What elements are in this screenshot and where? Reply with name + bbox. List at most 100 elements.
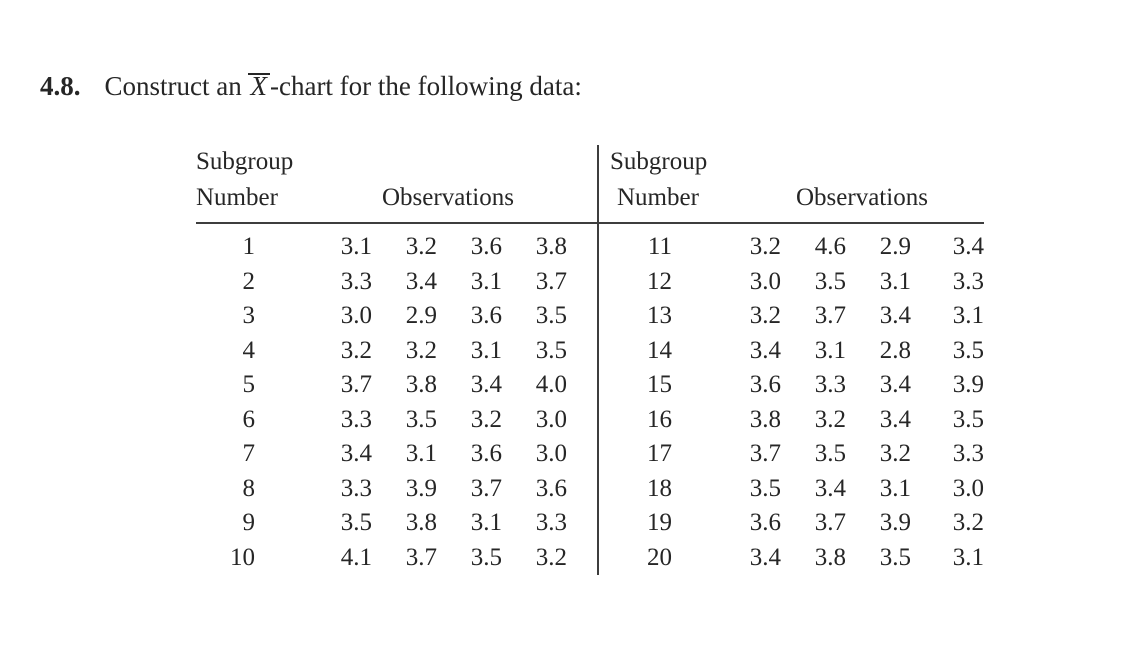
observation-cell: 3.4	[879, 302, 911, 329]
table-row: 13 3.2 3.7 3.4 3.1	[599, 299, 984, 334]
observation-cell: 3.2	[749, 302, 781, 329]
observation-cell: 3.5	[749, 474, 781, 502]
table-row: 3 3.0 2.9 3.6 3.5	[196, 299, 597, 334]
table-row: 1 3.1 3.2 3.6 3.8	[196, 230, 597, 265]
observation-cell: 3.4	[470, 371, 502, 398]
table-row: 9 3.5 3.8 3.1 3.3	[196, 506, 597, 541]
observation-cell: 3.2	[470, 405, 502, 433]
subgroup-number-cell: 17	[647, 440, 672, 467]
observation-cell: 3.6	[535, 474, 567, 502]
observation-cell: 3.3	[952, 440, 984, 467]
subgroup-number-cell: 1	[242, 233, 256, 260]
observation-cell: 3.6	[470, 302, 502, 329]
header-number-label: Number	[617, 184, 699, 211]
observation-cell: 4.1	[340, 543, 372, 571]
observation-cell: 3.5	[879, 543, 911, 571]
observation-cell: 3.2	[814, 405, 846, 433]
observation-cell: 2.9	[405, 302, 437, 329]
observation-cell: 3.1	[470, 509, 502, 536]
observation-cell: 3.6	[749, 509, 781, 536]
header-observations-label: Observations	[796, 184, 928, 211]
observation-cell: 2.8	[879, 336, 911, 364]
subgroup-number-cell: 6	[242, 405, 256, 433]
observation-cell: 3.7	[470, 474, 502, 502]
observation-cell: 3.1	[952, 543, 984, 571]
table-row: 15 3.6 3.3 3.4 3.9	[599, 368, 984, 403]
observation-cell: 3.0	[535, 405, 567, 433]
observation-cell: 3.9	[879, 509, 911, 536]
observation-cell: 3.5	[405, 405, 437, 433]
observation-cell: 3.5	[535, 302, 567, 329]
observation-cell: 3.1	[952, 302, 984, 329]
table-row: 6 3.3 3.5 3.2 3.0	[196, 403, 597, 438]
table-right-body: 11 3.2 4.6 2.9 3.4 12 3.0 3.5 3.1 3.3 13 3.2 3.7 3.4 3…	[599, 224, 984, 575]
observation-cell: 3.0	[535, 440, 567, 467]
observation-cell: 3.2	[405, 336, 437, 364]
observation-cell: 3.6	[470, 233, 502, 260]
subgroup-number-cell: 3	[242, 302, 256, 329]
subgroup-number-cell: 13	[647, 302, 672, 329]
observation-cell: 3.9	[405, 474, 437, 502]
table-left-half: Subgroup Number Observations 1 3.1 3.2 3.6 3…	[196, 145, 599, 575]
header-observations-label: Observations	[382, 184, 514, 211]
subgroup-number-cell: 8	[242, 474, 256, 502]
observation-cell: 3.4	[749, 336, 781, 364]
subgroup-number-cell: 19	[647, 509, 672, 536]
observation-cell: 3.2	[340, 336, 372, 364]
observation-cell: 2.9	[879, 233, 911, 260]
table-row: 5 3.7 3.8 3.4 4.0	[196, 368, 597, 403]
observation-cell: 3.1	[814, 336, 846, 364]
observation-cell: 3.8	[814, 543, 846, 571]
observation-cell: 3.2	[405, 233, 437, 260]
header-subgroup-label: Subgroup	[196, 148, 294, 175]
table-row: 8 3.3 3.9 3.7 3.6	[196, 472, 597, 507]
observation-cell: 3.3	[814, 371, 846, 398]
subgroup-number-cell: 11	[647, 233, 672, 260]
table-row: 17 3.7 3.5 3.2 3.3	[599, 437, 984, 472]
observation-cell: 3.6	[470, 440, 502, 467]
observation-cell: 3.8	[405, 371, 437, 398]
observation-cell: 3.3	[952, 267, 984, 295]
observation-cell: 3.7	[814, 302, 846, 329]
observation-cell: 3.7	[814, 509, 846, 536]
table-left-body: 1 3.1 3.2 3.6 3.8 2 3.3 3.4 3.1 3.7 3 3.0 2.9 3.6 3.5 4…	[196, 224, 597, 575]
observation-cell: 3.1	[470, 336, 502, 364]
observation-cell: 3.5	[535, 336, 567, 364]
observation-cell: 3.0	[952, 474, 984, 502]
xbar-symbol: X	[248, 70, 270, 102]
subgroup-number-cell: 15	[647, 371, 672, 398]
table-right-half: Subgroup Number Observations 11 3.2 4.6 2.9…	[599, 145, 984, 575]
table-row: 7 3.4 3.1 3.6 3.0	[196, 437, 597, 472]
observation-cell: 3.1	[879, 474, 911, 502]
observation-cell: 3.4	[405, 267, 437, 295]
observation-cell: 3.2	[952, 509, 984, 536]
observation-cell: 3.9	[952, 371, 984, 398]
observation-cell: 3.3	[340, 405, 372, 433]
header-subgroup-label: Subgroup	[610, 148, 708, 175]
subgroup-number-cell: 2	[242, 267, 256, 295]
subgroup-number-cell: 14	[647, 336, 672, 364]
subgroup-number-cell: 7	[242, 440, 256, 467]
subgroup-number-cell: 9	[242, 509, 256, 536]
table-row: 20 3.4 3.8 3.5 3.1	[599, 541, 984, 576]
table-row: 11 3.2 4.6 2.9 3.4	[599, 230, 984, 265]
observation-cell: 3.8	[749, 405, 781, 433]
observation-cell: 3.7	[749, 440, 781, 467]
observation-cell: 3.2	[535, 543, 567, 571]
observation-cell: 3.0	[749, 267, 781, 295]
observation-cell: 3.4	[814, 474, 846, 502]
observation-cell: 3.7	[340, 371, 372, 398]
table-row: 18 3.5 3.4 3.1 3.0	[599, 472, 984, 507]
problem-title-text-before: Construct an	[104, 71, 249, 101]
observation-cell: 3.5	[814, 267, 846, 295]
subgroup-number-cell: 4	[242, 336, 256, 364]
observation-cell: 4.0	[535, 371, 567, 398]
observation-cell: 3.7	[405, 543, 437, 571]
table-row: 19 3.6 3.7 3.9 3.2	[599, 506, 984, 541]
observation-cell: 3.4	[879, 371, 911, 398]
observation-cell: 3.1	[405, 440, 437, 467]
observation-cell: 3.8	[535, 233, 567, 260]
table-row: 2 3.3 3.4 3.1 3.7	[196, 265, 597, 300]
subgroup-number-cell: 20	[647, 543, 672, 571]
